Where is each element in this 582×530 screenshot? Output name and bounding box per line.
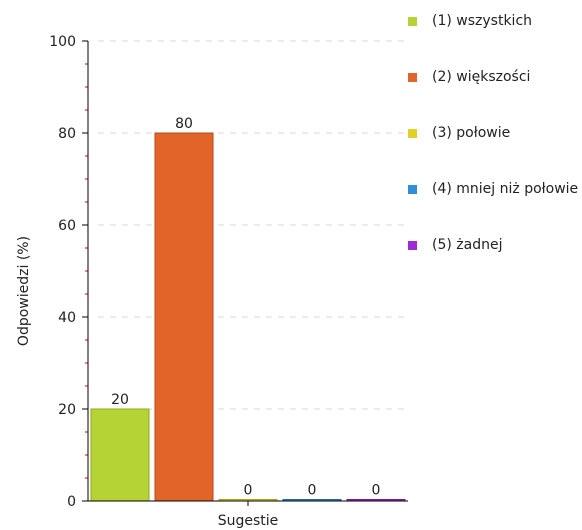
data-labels: 20 80 0 0 0	[111, 116, 380, 499]
y-tick-label: 40	[58, 310, 76, 326]
legend-label: (5) żadnej	[432, 237, 502, 253]
y-axis-ticks: 0 20 40 60 80 100	[49, 34, 88, 510]
legend-label: (4) mniej niż połowie	[432, 181, 578, 197]
y-axis-title: Odpowiedzi (%)	[16, 236, 32, 346]
x-axis-title: Sugestie	[218, 513, 279, 529]
bar-value-label: 0	[372, 483, 381, 499]
legend-swatch	[408, 129, 417, 138]
legend-label: (2) większości	[432, 69, 530, 85]
legend-swatch	[408, 241, 417, 250]
bar-value-label: 20	[111, 392, 129, 408]
bar	[91, 409, 149, 501]
legend-label: (1) wszystkich	[432, 13, 532, 29]
legend-swatch	[408, 185, 417, 194]
legend-swatch	[408, 73, 417, 82]
gridlines	[98, 41, 408, 409]
y-tick-label: 80	[58, 126, 76, 142]
y-tick-label: 0	[67, 494, 76, 510]
legend-label: (3) połowie	[432, 125, 510, 141]
y-tick-label: 60	[58, 218, 76, 234]
legend-item: (1) wszystkich	[404, 14, 582, 28]
y-tick-label: 100	[49, 34, 76, 50]
y-tick-label: 20	[58, 402, 76, 418]
legend-item: (4) mniej niż połowie	[404, 182, 582, 196]
legend-swatch	[408, 17, 417, 26]
legend-item: (2) większości	[404, 70, 582, 84]
legend-item: (5) żadnej	[404, 238, 582, 252]
bar-value-label: 80	[175, 116, 193, 132]
bar	[155, 133, 213, 501]
bar-value-label: 0	[308, 483, 317, 499]
bar-value-label: 0	[244, 483, 253, 499]
legend-item: (3) połowie	[404, 126, 582, 140]
